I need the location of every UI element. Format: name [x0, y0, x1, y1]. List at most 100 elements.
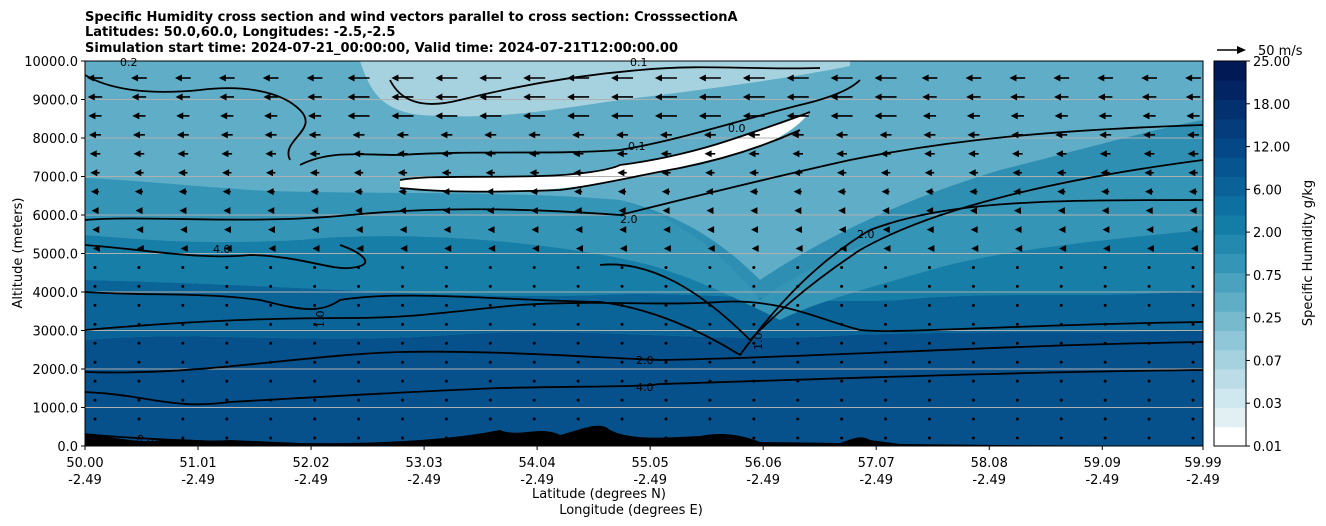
wind-vector-head	[1099, 131, 1107, 139]
wind-vector	[93, 436, 97, 440]
wind-vector-head	[573, 169, 581, 177]
wind-vector	[93, 341, 97, 345]
wind-vector	[1147, 303, 1151, 307]
wind-vector	[1103, 341, 1107, 345]
wind-vector	[1103, 265, 1107, 269]
wind-vector-head	[1142, 112, 1150, 120]
wind-vector-head	[703, 131, 711, 139]
wind-vector-head	[176, 131, 184, 139]
wind-vector-head	[792, 150, 800, 158]
x-axis: 50.00 -2.49 51.01 -2.49 52.02 -2.49 53.03 -2.49…	[66, 446, 1222, 488]
colorbar-segment	[1214, 330, 1246, 351]
wind-vector-head	[967, 131, 975, 139]
wind-vector	[444, 360, 448, 364]
wind-vector-head	[531, 226, 539, 234]
wind-vector	[796, 417, 800, 421]
wind-vector	[1015, 322, 1019, 326]
wind-vector-head	[264, 131, 272, 139]
wind-vector	[269, 322, 273, 326]
wind-vector-head	[879, 131, 887, 139]
wind-vector	[400, 265, 404, 269]
wind-vector-head	[443, 226, 451, 234]
wind-vector-head	[742, 74, 750, 82]
wind-vector	[1147, 398, 1151, 402]
wind-vector-head	[705, 169, 713, 177]
wind-vector	[576, 436, 580, 440]
wind-vector-head	[749, 169, 757, 177]
wind-vector-head	[925, 188, 933, 196]
wind-vector	[400, 398, 404, 402]
wind-vector	[532, 341, 536, 345]
colorbar-label: Specific Humidity g/kg	[1301, 180, 1316, 326]
wind-vector	[1191, 341, 1195, 345]
wind-vector	[1191, 303, 1195, 307]
wind-vector	[796, 265, 800, 269]
wind-vector	[1191, 322, 1195, 326]
x-tick-label-lon: -2.49	[746, 473, 780, 488]
wind-vector	[488, 265, 492, 269]
wind-vector-head	[1101, 188, 1109, 196]
contour-2-mid	[85, 199, 1203, 357]
wind-vector-head	[793, 188, 801, 196]
colorbar-segment	[1214, 426, 1246, 447]
x-tick-label-lat: 54.04	[519, 456, 556, 471]
gridlines	[85, 99, 1203, 408]
wind-vector-head	[435, 112, 443, 120]
wind-vector	[576, 265, 580, 269]
wind-vector-head	[924, 150, 932, 158]
wind-vector-head	[530, 207, 538, 215]
quiver-key: 50 m/s	[1217, 44, 1303, 59]
wind-vector-head	[838, 207, 846, 215]
wind-vector-head	[751, 226, 759, 234]
wind-vector-head	[397, 150, 405, 158]
wind-vector	[1103, 398, 1107, 402]
wind-vector	[357, 322, 361, 326]
wind-vector-head	[966, 112, 974, 120]
wind-vector-head	[484, 131, 492, 139]
wind-vector-head	[1190, 226, 1198, 234]
quiver-key-arrowhead	[1237, 46, 1246, 54]
contour-label-1.0: 1.0	[314, 311, 327, 329]
wind-vector	[93, 379, 97, 383]
wind-vector	[752, 436, 756, 440]
wind-vector	[1191, 284, 1195, 288]
wind-vector-head	[707, 245, 715, 253]
wind-vector	[313, 379, 317, 383]
wind-vector-head	[619, 245, 627, 253]
wind-vector	[1103, 417, 1107, 421]
wind-vector	[1147, 284, 1151, 288]
contour-1-low	[85, 300, 1203, 332]
colorbar: 0.01 0.03 0.07 0.25 0.75 2.00 6.00 12.00 18.00 25…	[1213, 55, 1290, 455]
wind-vector	[488, 417, 492, 421]
wind-vector	[796, 436, 800, 440]
wind-vector	[971, 322, 975, 326]
wind-vector-head	[136, 226, 144, 234]
wind-vector	[1059, 436, 1063, 440]
wind-vector	[400, 417, 404, 421]
wind-vector-head	[1010, 112, 1018, 120]
wind-vector	[620, 379, 624, 383]
x-tick-label-lat: 50.00	[66, 456, 103, 471]
colorbar-segment	[1214, 311, 1246, 331]
wind-vector	[488, 284, 492, 288]
wind-vector-head	[89, 150, 97, 158]
wind-vector	[1015, 341, 1019, 345]
wind-vector	[532, 322, 536, 326]
colorbar-segment	[1214, 292, 1246, 312]
wind-vector-head	[222, 188, 230, 196]
wind-vector-head	[178, 169, 186, 177]
wind-vector	[927, 303, 931, 307]
wind-vector-head	[1141, 74, 1149, 82]
wind-vector-head	[660, 131, 668, 139]
wind-vector-head	[830, 93, 838, 101]
wind-vector	[93, 398, 97, 402]
wind-vector-head	[969, 188, 977, 196]
wind-vector	[752, 341, 756, 345]
wind-vector	[620, 436, 624, 440]
wind-vector-head	[222, 169, 230, 177]
wind-vector	[620, 303, 624, 307]
wind-vector	[884, 322, 888, 326]
wind-vector	[1059, 398, 1063, 402]
wind-vector-head	[347, 93, 355, 101]
wind-vector	[225, 360, 229, 364]
